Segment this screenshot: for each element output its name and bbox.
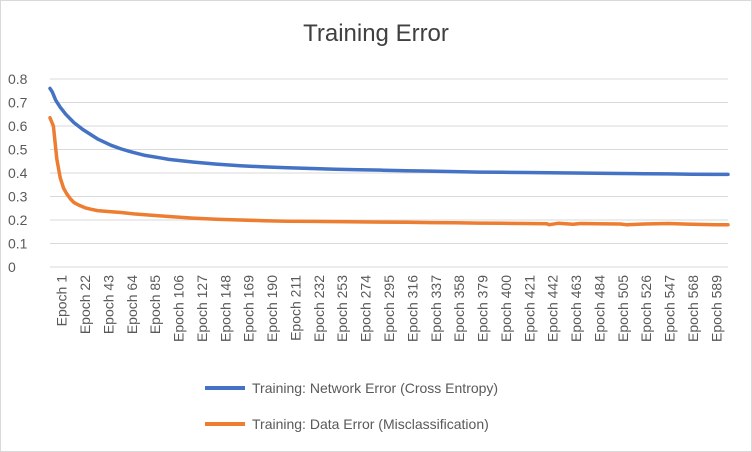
x-tick-label: Epoch 253 bbox=[334, 275, 350, 342]
x-tick-label: Epoch 85 bbox=[147, 275, 163, 334]
x-tick-label: Epoch 127 bbox=[194, 275, 210, 342]
x-tick-label: Epoch 316 bbox=[404, 275, 420, 342]
y-tick-label: 0.4 bbox=[8, 165, 28, 181]
x-tick-label: Epoch 379 bbox=[475, 275, 491, 342]
x-tick-label: Epoch 442 bbox=[545, 275, 561, 342]
x-tick-label: Epoch 274 bbox=[358, 275, 374, 342]
plot-lines bbox=[48, 86, 730, 227]
x-tick-label: Epoch 526 bbox=[638, 275, 654, 342]
x-tick-label: Epoch 547 bbox=[662, 275, 678, 342]
x-tick-label: Epoch 505 bbox=[615, 275, 631, 342]
x-tick-label: Epoch 484 bbox=[591, 275, 607, 342]
series-line-network-error bbox=[48, 86, 730, 177]
legend-label: Training: Data Error (Misclassification) bbox=[252, 416, 489, 432]
x-tick-label: Epoch 22 bbox=[77, 275, 93, 334]
y-tick-label: 0 bbox=[8, 259, 16, 275]
y-axis: 0 0.1 0.2 0.3 0.4 0.5 0.6 0.7 0.8 bbox=[8, 71, 28, 275]
x-tick-label: Epoch 295 bbox=[381, 275, 397, 342]
x-tick-label: Epoch 148 bbox=[217, 275, 233, 342]
x-tick-label: Epoch 232 bbox=[311, 275, 327, 342]
y-tick-label: 0.3 bbox=[8, 189, 28, 205]
x-tick-label: Epoch 421 bbox=[521, 275, 537, 342]
x-tick-label: Epoch 1 bbox=[54, 275, 70, 327]
x-tick-label: Epoch 358 bbox=[451, 275, 467, 342]
x-tick-label: Epoch 337 bbox=[428, 275, 444, 342]
x-tick-label: Epoch 589 bbox=[708, 275, 724, 342]
x-tick-label: Epoch 568 bbox=[685, 275, 701, 342]
x-tick-label: Epoch 64 bbox=[124, 275, 140, 334]
y-tick-label: 0.1 bbox=[8, 236, 28, 252]
series-line-data-error bbox=[48, 116, 730, 227]
y-tick-label: 0.2 bbox=[8, 212, 28, 228]
y-tick-label: 0.8 bbox=[8, 71, 28, 87]
y-tick-label: 0.7 bbox=[8, 95, 28, 111]
legend: Training: Network Error (Cross Entropy) T… bbox=[205, 380, 498, 432]
x-tick-label: Epoch 190 bbox=[264, 275, 280, 342]
x-tick-label: Epoch 106 bbox=[171, 275, 187, 342]
y-tick-label: 0.5 bbox=[8, 142, 28, 158]
gridlines bbox=[50, 78, 728, 268]
x-tick-label: Epoch 169 bbox=[241, 275, 257, 342]
x-tick-label: Epoch 211 bbox=[287, 275, 303, 341]
x-tick-label: Epoch 43 bbox=[100, 275, 116, 334]
legend-label: Training: Network Error (Cross Entropy) bbox=[252, 380, 498, 396]
x-tick-label: Epoch 400 bbox=[498, 275, 514, 342]
x-tick-label: Epoch 463 bbox=[568, 275, 584, 342]
chart-title: Training Error bbox=[303, 20, 449, 47]
y-tick-label: 0.6 bbox=[8, 118, 28, 134]
x-axis: Epoch 1 Epoch 22 Epoch 43 Epoch 64 Epoch 85 E… bbox=[54, 275, 725, 342]
